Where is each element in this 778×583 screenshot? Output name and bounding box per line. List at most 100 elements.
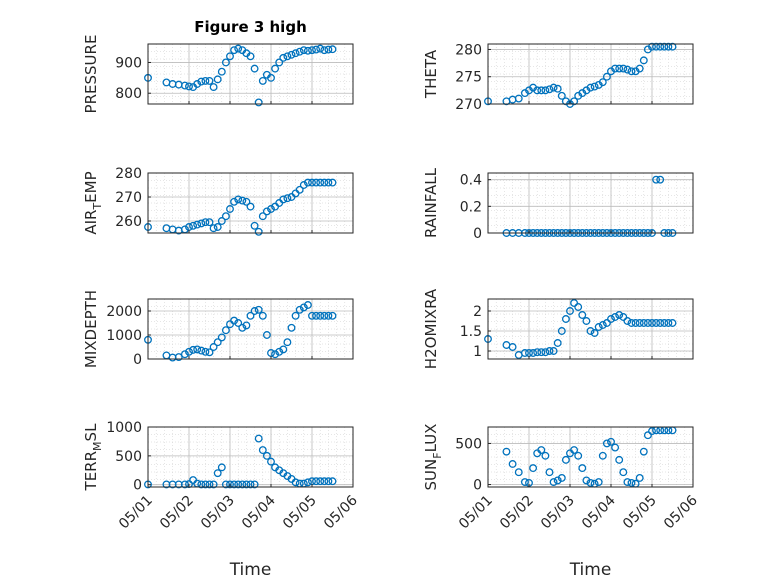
y-axis-label: MIXDEPTH xyxy=(82,290,100,368)
data-point xyxy=(221,58,230,67)
data-point xyxy=(209,480,218,489)
data-point xyxy=(238,323,247,332)
data-point xyxy=(635,474,644,482)
x-tick-label: 05/06 xyxy=(321,492,361,532)
x-tick-label: 05/06 xyxy=(661,492,701,532)
data-point xyxy=(316,311,325,320)
data-point xyxy=(246,311,255,320)
data-point xyxy=(205,480,214,489)
data-point xyxy=(635,64,644,73)
axes-box xyxy=(487,172,694,234)
y-tick-label: 0 xyxy=(473,478,482,494)
y-tick-label: 500 xyxy=(455,436,482,452)
y-tick-label: 800 xyxy=(115,86,142,102)
data-point xyxy=(312,311,321,320)
data-point xyxy=(607,437,615,446)
x-tick-label: 05/02 xyxy=(157,493,197,533)
x-tick-label: 05/04 xyxy=(239,492,279,532)
data-point xyxy=(520,349,529,357)
data-point xyxy=(283,52,292,61)
data-point xyxy=(299,303,308,312)
y-axis-label: SUNFLUX xyxy=(422,424,444,491)
data-point xyxy=(611,64,620,73)
data-point xyxy=(230,480,239,489)
x-axis-label: Time xyxy=(569,560,612,580)
data-point xyxy=(623,478,632,487)
data-point xyxy=(312,178,321,187)
data-point xyxy=(230,197,239,206)
data-point xyxy=(242,321,251,330)
data-point xyxy=(303,178,312,187)
data-point xyxy=(664,42,673,51)
y-axis-label: THETA xyxy=(422,49,440,99)
data-point xyxy=(561,455,570,464)
data-point xyxy=(648,319,656,327)
x-tick-label: 05/05 xyxy=(620,493,660,533)
data-point xyxy=(602,439,611,448)
y-axis-label: RAINFALL xyxy=(422,167,440,238)
data-point xyxy=(197,77,206,86)
data-point xyxy=(652,42,661,51)
data-point xyxy=(246,480,255,489)
data-point xyxy=(303,478,312,487)
data-point xyxy=(328,477,337,486)
data-point xyxy=(291,49,300,58)
subplot-2: 270 275 280 THETA xyxy=(422,42,694,113)
y-tick-label: 500 xyxy=(115,449,142,465)
data-point xyxy=(623,65,632,74)
y-tick-label: 1000 xyxy=(106,420,142,436)
data-point xyxy=(189,345,198,354)
data-point xyxy=(324,178,333,187)
data-point xyxy=(590,329,599,337)
data-point xyxy=(205,76,214,85)
data-point xyxy=(570,299,579,307)
y-tick-label: 0.2 xyxy=(460,199,482,215)
data-point xyxy=(213,223,222,231)
data-point xyxy=(533,86,542,95)
data-point xyxy=(242,197,251,206)
y-axis-label: AIRTEMP xyxy=(82,171,104,234)
data-point xyxy=(185,347,193,356)
data-point xyxy=(197,480,206,489)
data-point xyxy=(594,478,603,487)
data-point xyxy=(180,480,189,489)
data-point xyxy=(209,343,218,351)
data-point xyxy=(316,477,325,486)
data-point xyxy=(221,326,230,335)
data-point xyxy=(656,42,665,51)
data-point xyxy=(246,52,255,61)
data-point xyxy=(502,447,511,456)
data-point xyxy=(217,463,226,472)
data-point xyxy=(553,476,562,485)
data-point xyxy=(320,477,329,486)
y-tick-label: 260 xyxy=(115,214,142,230)
data-point xyxy=(561,315,570,323)
data-point xyxy=(533,348,542,357)
data-point xyxy=(226,480,234,489)
data-point xyxy=(246,202,255,211)
data-point xyxy=(320,46,329,55)
data-point xyxy=(553,84,562,93)
data-point xyxy=(275,347,284,356)
data-point xyxy=(586,83,595,92)
data-point xyxy=(279,345,288,354)
data-point xyxy=(312,45,321,54)
data-point xyxy=(627,319,636,327)
data-point xyxy=(312,477,321,486)
data-point xyxy=(201,480,210,489)
data-point xyxy=(267,205,275,213)
data-point xyxy=(258,311,267,320)
data-point xyxy=(514,468,523,477)
data-point xyxy=(545,468,554,477)
data-point xyxy=(279,195,288,204)
y-tick-label: 2 xyxy=(473,304,482,320)
data-point xyxy=(557,474,566,482)
data-point xyxy=(668,42,677,51)
figure-title: Figure 3 high xyxy=(194,18,307,36)
x-tick-label: 05/04 xyxy=(579,492,619,532)
data-point xyxy=(291,478,300,487)
data-point xyxy=(635,319,644,327)
data-point xyxy=(250,480,259,489)
data-point xyxy=(193,220,202,229)
data-point xyxy=(586,327,595,335)
